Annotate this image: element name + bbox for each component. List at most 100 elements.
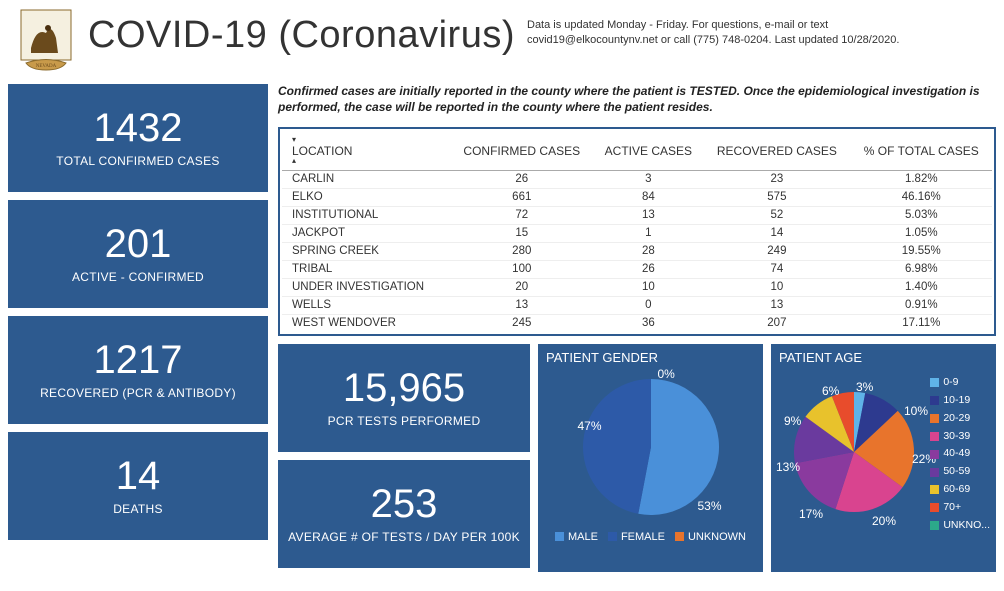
- table-cell: 23: [703, 170, 850, 188]
- legend-label: 40-49: [943, 445, 970, 463]
- gender-legend: MALE FEMALE UNKNOWN: [546, 527, 755, 543]
- stat-value: 1432: [94, 108, 183, 148]
- table-cell: 10: [594, 278, 704, 296]
- table-header[interactable]: ▾LOCATION▴: [282, 131, 450, 170]
- legend-swatch: [555, 532, 564, 541]
- update-note: Data is updated Monday - Friday. For que…: [527, 8, 947, 48]
- legend-label: 50-59: [943, 463, 970, 481]
- table-cell: 14: [703, 224, 850, 242]
- table-cell: 74: [703, 260, 850, 278]
- legend-swatch: [930, 503, 939, 512]
- table-cell: 84: [594, 188, 704, 206]
- stat-label: ACTIVE - CONFIRMED: [72, 270, 204, 284]
- age-chart: PATIENT AGE 3%10%22%20%17%13%9%6% 0-910-…: [771, 344, 996, 572]
- legend-item: 0-9: [930, 374, 990, 392]
- legend-swatch: [930, 396, 939, 405]
- stat-value: 14: [116, 456, 161, 496]
- subnote: Confirmed cases are initially reported i…: [278, 84, 996, 119]
- legend-item: 40-49: [930, 445, 990, 463]
- bottom-row: 15,965 PCR TESTS PERFORMED 253 AVERAGE #…: [278, 344, 996, 572]
- legend-swatch: [930, 485, 939, 494]
- table-cell: UNDER INVESTIGATION: [282, 278, 450, 296]
- chart-title: PATIENT AGE: [779, 350, 988, 365]
- table-cell: 15: [450, 224, 593, 242]
- table-cell: 661: [450, 188, 593, 206]
- stat-value: 253: [371, 484, 438, 524]
- legend-label: 60-69: [943, 481, 970, 499]
- table-cell: 575: [703, 188, 850, 206]
- table-cell: WEST WENDOVER: [282, 314, 450, 332]
- table-cell: 19.55%: [851, 242, 992, 260]
- pie-slice-label: 3%: [856, 380, 873, 394]
- legend-label: 30-39: [943, 428, 970, 446]
- stat-label: TOTAL CONFIRMED CASES: [56, 154, 219, 168]
- legend-item: FEMALE: [608, 531, 665, 543]
- age-legend: 0-910-1920-2930-3940-4950-5960-6970+UNKN…: [930, 374, 990, 535]
- table-row: SPRING CREEK2802824919.55%: [282, 242, 992, 260]
- legend-swatch: [930, 414, 939, 423]
- legend-item: MALE: [555, 531, 598, 543]
- gender-chart: PATIENT GENDER 53%47%0% MALE FEMALE UNKNOW…: [538, 344, 763, 572]
- chart-title: PATIENT GENDER: [546, 350, 755, 365]
- legend-item: 50-59: [930, 463, 990, 481]
- legend-item: 60-69: [930, 481, 990, 499]
- table-row: CARLIN263231.82%: [282, 170, 992, 188]
- table-cell: 17.11%: [851, 314, 992, 332]
- pie-slice-label: 0%: [658, 367, 675, 381]
- pie-slice-label: 17%: [799, 507, 823, 521]
- table-cell: 245: [450, 314, 593, 332]
- legend-item: 20-29: [930, 410, 990, 428]
- legend-item: UNKNO...: [930, 517, 990, 535]
- stat-deaths: 14 DEATHS: [8, 432, 268, 540]
- table-cell: 13: [594, 206, 704, 224]
- stat-total-confirmed: 1432 TOTAL CONFIRMED CASES: [8, 84, 268, 192]
- table-cell: 207: [703, 314, 850, 332]
- header: NEVADA COVID-19 (Coronavirus) Data is up…: [8, 8, 996, 84]
- location-table-wrap: ▾LOCATION▴CONFIRMED CASESACTIVE CASESREC…: [278, 127, 996, 336]
- table-cell: 1.05%: [851, 224, 992, 242]
- pie-slice: [583, 379, 651, 514]
- pie-slice-label: 10%: [904, 404, 928, 418]
- gender-pie-wrap: 53%47%0%: [546, 367, 755, 527]
- legend-label: 20-29: [943, 410, 970, 428]
- table-header[interactable]: ACTIVE CASES: [594, 131, 704, 170]
- table-cell: 20: [450, 278, 593, 296]
- table-cell: 280: [450, 242, 593, 260]
- legend-label: UNKNOWN: [688, 531, 746, 543]
- legend-swatch: [930, 450, 939, 459]
- table-row: WEST WENDOVER2453620717.11%: [282, 314, 992, 332]
- legend-label: 70+: [943, 499, 961, 517]
- table-cell: 1.40%: [851, 278, 992, 296]
- pie-slice-label: 53%: [698, 499, 722, 513]
- table-header[interactable]: % OF TOTAL CASES: [851, 131, 992, 170]
- legend-swatch: [608, 532, 617, 541]
- legend-item: 70+: [930, 499, 990, 517]
- stat-active-confirmed: 201 ACTIVE - CONFIRMED: [8, 200, 268, 308]
- legend-swatch: [930, 378, 939, 387]
- table-cell: 26: [594, 260, 704, 278]
- table-cell: 1: [594, 224, 704, 242]
- table-row: JACKPOT151141.05%: [282, 224, 992, 242]
- stat-label: PCR TESTS PERFORMED: [328, 414, 481, 428]
- table-cell: 0.91%: [851, 296, 992, 314]
- right-column: Confirmed cases are initially reported i…: [278, 84, 996, 572]
- stat-label: DEATHS: [113, 502, 163, 516]
- table-row: UNDER INVESTIGATION2010101.40%: [282, 278, 992, 296]
- table-header[interactable]: CONFIRMED CASES: [450, 131, 593, 170]
- legend-swatch: [675, 532, 684, 541]
- legend-swatch: [930, 468, 939, 477]
- pie-slice-label: 9%: [784, 414, 801, 428]
- table-header[interactable]: RECOVERED CASES: [703, 131, 850, 170]
- table-cell: 100: [450, 260, 593, 278]
- pie-slice-label: 13%: [776, 460, 800, 474]
- stat-value: 201: [105, 224, 172, 264]
- legend-swatch: [930, 521, 939, 530]
- gender-pie: 53%47%0%: [583, 379, 719, 515]
- table-cell: 3: [594, 170, 704, 188]
- legend-item: 10-19: [930, 392, 990, 410]
- sort-indicator-icon: ▴: [292, 158, 446, 164]
- location-table: ▾LOCATION▴CONFIRMED CASESACTIVE CASESREC…: [282, 131, 992, 332]
- age-pie-wrap: 3%10%22%20%17%13%9%6%: [779, 367, 929, 537]
- page-title: COVID-19 (Coronavirus): [88, 8, 515, 57]
- left-stat-column: 1432 TOTAL CONFIRMED CASES 201 ACTIVE - …: [8, 84, 268, 572]
